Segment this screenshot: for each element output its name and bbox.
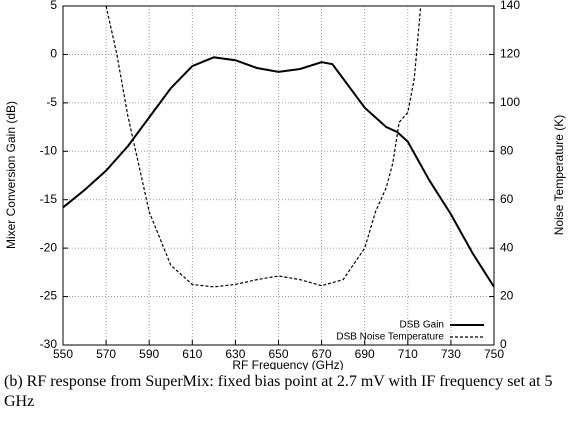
y2-tick-label: 80: [500, 143, 514, 157]
legend-label: DSB Noise Temperature: [336, 332, 444, 343]
x-tick-label: 750: [484, 347, 504, 361]
legend-label: DSB Gain: [400, 320, 444, 331]
y2-tick-label: 120: [500, 47, 520, 61]
y2-tick-label: 40: [500, 240, 514, 254]
y2-axis-label: Noise Temperature (K): [552, 115, 566, 236]
y2-tick-label: 20: [500, 289, 514, 303]
y-tick-label: -20: [40, 240, 58, 254]
y-tick-label: -25: [40, 289, 58, 303]
series-line: [63, 56, 494, 288]
x-tick-label: 730: [441, 347, 461, 361]
y-tick-label: 0: [50, 47, 57, 61]
x-tick-label: 610: [182, 347, 202, 361]
y2-tick-label: 100: [500, 95, 520, 109]
y-tick-label: -10: [40, 143, 58, 157]
x-axis-label: RF Frequency (GHz): [232, 358, 343, 370]
y-tick-label: -30: [40, 337, 58, 351]
x-tick-label: 570: [96, 347, 116, 361]
y-tick-label: 5: [50, 0, 57, 12]
y2-tick-label: 0: [500, 337, 507, 351]
plot-frame: [62, 5, 495, 346]
x-tick-label: 630: [225, 347, 245, 361]
y-tick-label: -15: [40, 192, 58, 206]
y2-tick-label: 60: [500, 192, 514, 206]
x-tick-label: 670: [312, 347, 332, 361]
chart: RF Frequency (GHz) Mixer Conversion Gain…: [4, 0, 566, 370]
x-tick-label: 710: [398, 347, 418, 361]
y-tick-label: -5: [46, 95, 57, 109]
y-axis-label: Mixer Conversion Gain (dB): [4, 101, 18, 249]
plot-area: [63, 6, 494, 288]
caption: (b) RF response from SuperMix: fixed bia…: [4, 373, 553, 410]
y2-tick-label: 140: [500, 0, 520, 12]
x-tick-label: 650: [268, 347, 288, 361]
x-tick-label: 690: [355, 347, 375, 361]
series-line: [105, 6, 422, 288]
x-tick-label: 590: [139, 347, 159, 361]
x-tick-label: 550: [53, 347, 73, 361]
